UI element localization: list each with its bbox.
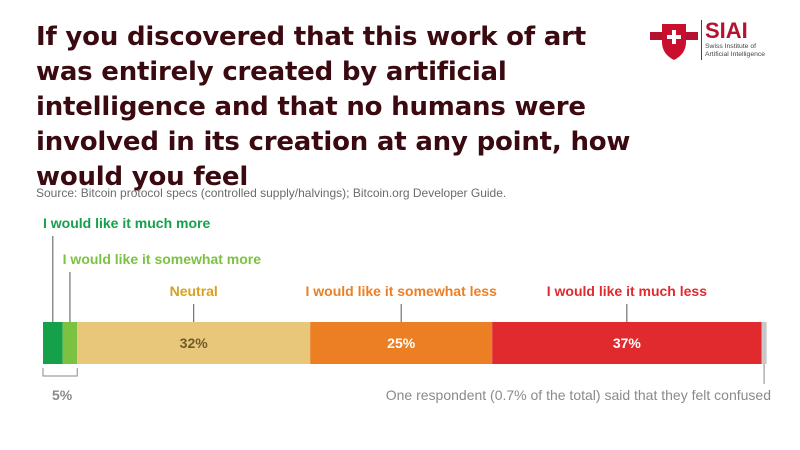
bar-segment-2 — [77, 322, 311, 364]
value-label-4: 37% — [613, 335, 642, 351]
bracket-line — [42, 368, 78, 377]
category-label-2: Neutral — [170, 283, 218, 299]
bar-segment-5 — [761, 322, 767, 364]
logo-subtitle: Swiss Institute of Artificial Intelligen… — [705, 43, 766, 58]
category-label-0: I would like it much more — [43, 215, 210, 231]
value-label-2: 32% — [180, 335, 209, 351]
bar-segment-4 — [492, 322, 762, 364]
annotation-note: One respondent (0.7% of the total) said … — [386, 387, 771, 403]
bracket-label: 5% — [52, 387, 73, 403]
bar-segment-1 — [62, 322, 78, 364]
category-label-4: I would like it much less — [547, 283, 707, 299]
source-note: Source: Bitcoin protocol specs (controll… — [36, 186, 507, 200]
siai-shield-icon — [650, 24, 698, 60]
bar-segment-0 — [43, 322, 63, 364]
logo-name: SIAI — [705, 18, 748, 43]
bar-segment-3 — [310, 322, 493, 364]
category-label-3: I would like it somewhat less — [305, 283, 497, 299]
chart-title: If you discovered that this work of art … — [36, 22, 631, 192]
value-label-3: 25% — [387, 335, 416, 351]
category-label-1: I would like it somewhat more — [63, 251, 262, 267]
logo-divider — [701, 20, 702, 60]
